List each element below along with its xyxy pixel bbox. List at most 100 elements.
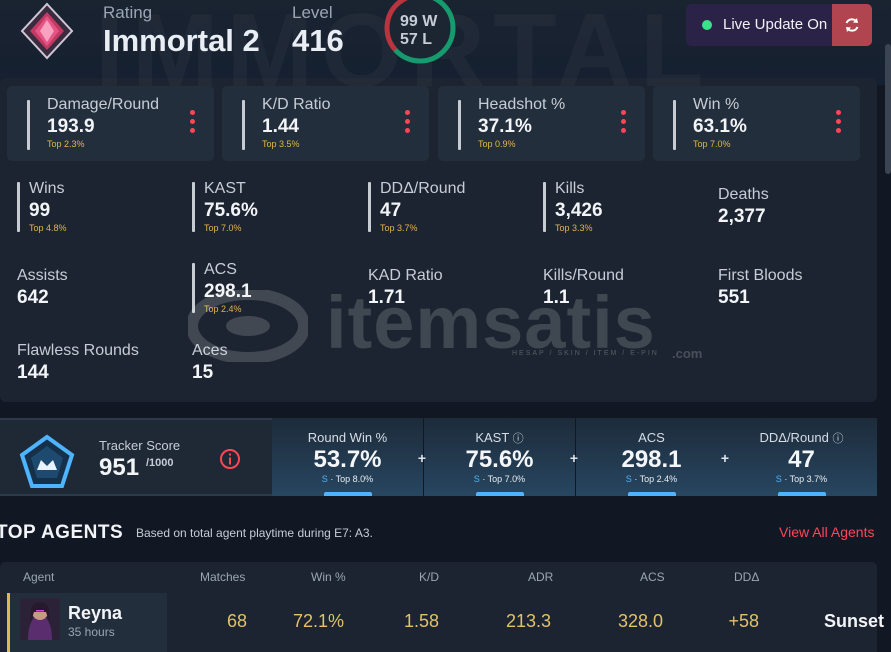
tracker-cell-dd-round: DDΔ/Round ⓘ 47 S · Top 3.7%: [726, 418, 877, 496]
stat-divider: [17, 182, 20, 232]
reyna-agent-avatar: [20, 598, 60, 640]
level-label: Level: [292, 3, 333, 22]
watermark-text: itemsatis: [326, 281, 656, 364]
column-header-matches[interactable]: Matches: [200, 570, 246, 584]
live-update-label: Live Update On: [723, 16, 828, 33]
stat-card-value: 37.1%: [478, 116, 532, 137]
view-all-agents-link[interactable]: View All Agents: [779, 524, 875, 540]
tracker-score-label: Tracker Score: [99, 438, 181, 453]
tracker-cell-percentile: Top 3.7%: [789, 474, 828, 484]
stat-divider: [192, 263, 195, 313]
stat-card-label: Headshot %: [478, 96, 566, 113]
more-options-icon[interactable]: [836, 110, 842, 137]
info-icon[interactable]: [219, 448, 241, 470]
stat-divider: [192, 182, 195, 232]
stat-card-kd-ratio: K/D Ratio 1.44 Top 3.5%: [222, 86, 429, 161]
stat-card-damage-round: Damage/Round 193.9 Top 2.3%: [7, 86, 214, 161]
plus-icon: +: [417, 450, 427, 466]
tracker-cell-label: DDΔ/Round ⓘ: [726, 430, 877, 446]
rating-value: Immortal 2: [103, 23, 260, 58]
more-options-icon[interactable]: [621, 110, 627, 137]
column-header-adr[interactable]: ADR: [528, 570, 554, 584]
live-update-button[interactable]: Live Update On: [686, 4, 872, 46]
stat-divider: [242, 100, 245, 150]
stat-label: Flawless Rounds: [17, 342, 139, 359]
watermark-logo-icon: [188, 290, 308, 362]
stat-label: ACS: [204, 261, 237, 278]
agent-acs: 328.0: [617, 611, 663, 631]
tracker-cell-grade: S: [321, 474, 328, 484]
stat-card-percentile: Top 2.3%: [47, 139, 85, 149]
info-icon[interactable]: ⓘ: [512, 433, 524, 445]
stat-card-win-pct: Win % 63.1% Top 7.0%: [653, 86, 860, 161]
tracker-score-badge-icon: [19, 434, 75, 488]
tracker-cell-grade: S: [775, 474, 782, 484]
tracker-cell-label: Round Win %: [307, 430, 388, 445]
stat-label: KAD Ratio: [368, 267, 443, 284]
agent-row-reyna[interactable]: Reyna 35 hours: [7, 593, 167, 652]
stat-label: Assists: [17, 267, 68, 284]
column-header-win[interactable]: Win %: [311, 570, 346, 584]
stat-percentile: Top 7.0%: [204, 223, 242, 233]
tracker-cell-value: 47: [788, 446, 815, 473]
refresh-icon[interactable]: [832, 4, 872, 46]
stat-divider: [27, 100, 30, 150]
stat-value: 298.1: [204, 281, 252, 302]
stat-label: KAST: [204, 180, 246, 197]
tracker-cell-underline: [323, 492, 372, 496]
level-value: 416: [292, 23, 344, 58]
tracker-cell-grade: S: [473, 474, 480, 484]
losses-count: 57 L: [400, 31, 433, 48]
stat-percentile: Top 2.4%: [204, 304, 242, 314]
more-options-icon[interactable]: [405, 110, 411, 137]
tracker-cell-rank: S · Top 8.0%: [321, 474, 374, 484]
stat-value: 75.6%: [204, 200, 258, 221]
stat-card-value: 1.44: [262, 116, 299, 137]
tracker-cell-label-text: KAST: [475, 430, 510, 445]
stat-divider: [543, 182, 546, 232]
agent-adr: 213.3: [505, 611, 551, 631]
tracker-cell-rank: S · Top 7.0%: [473, 474, 526, 484]
agent-dd: +58: [728, 611, 759, 631]
page-scrollbar[interactable]: [885, 44, 891, 174]
info-icon[interactable]: ⓘ: [832, 433, 844, 445]
stat-value: 99: [29, 200, 51, 221]
stat-label: Wins: [29, 180, 65, 197]
tracker-cell-round-win: Round Win % 53.7% S · Top 8.0%: [272, 418, 423, 496]
tracker-cell-kast: KAST ⓘ 75.6% S · Top 7.0%: [424, 418, 575, 496]
rating-label: Rating: [103, 3, 153, 22]
stat-card-percentile: Top 0.9%: [478, 139, 516, 149]
top-agents-title: TOP AGENTS: [0, 522, 124, 543]
stat-value: 642: [17, 287, 49, 308]
plus-icon: +: [569, 450, 579, 466]
tracker-cell-underline: [627, 492, 676, 496]
column-header-kd[interactable]: K/D: [419, 570, 440, 584]
win-loss-ring: [384, 0, 456, 64]
stat-percentile: Top 3.7%: [380, 223, 418, 233]
stat-card-label: Win %: [693, 96, 740, 113]
stat-card-label: K/D Ratio: [262, 96, 331, 113]
tracker-cell-label: KAST ⓘ: [424, 430, 575, 446]
stat-value: 551: [718, 287, 750, 308]
more-options-icon[interactable]: [190, 110, 196, 137]
column-header-acs[interactable]: ACS: [640, 570, 665, 584]
agent-playtime: 35 hours: [68, 625, 115, 639]
live-status-dot-icon: [702, 20, 712, 30]
tracker-cell-value: 298.1: [621, 446, 682, 473]
column-header-dd[interactable]: DDΔ: [734, 570, 760, 584]
tracker-cell-percentile: Top 2.4%: [639, 474, 678, 484]
tracker-cell-label-text: DDΔ/Round: [759, 430, 829, 445]
agent-best-map: Sunset: [824, 611, 885, 631]
column-header-agent[interactable]: Agent: [23, 570, 55, 584]
stat-label: Kills: [555, 180, 585, 197]
stat-label: First Bloods: [718, 267, 803, 284]
watermark-domain: .com: [672, 346, 703, 361]
stat-percentile: Top 3.3%: [555, 223, 593, 233]
plus-icon: +: [720, 450, 730, 466]
tracker-cell-percentile: Top 8.0%: [335, 474, 374, 484]
stat-card-percentile: Top 7.0%: [693, 139, 731, 149]
tracker-cell-underline: [777, 492, 826, 496]
stat-card-percentile: Top 3.5%: [262, 139, 300, 149]
tracker-cell-rank: S · Top 3.7%: [775, 474, 828, 484]
tracker-cell-rank: S · Top 2.4%: [625, 474, 678, 484]
